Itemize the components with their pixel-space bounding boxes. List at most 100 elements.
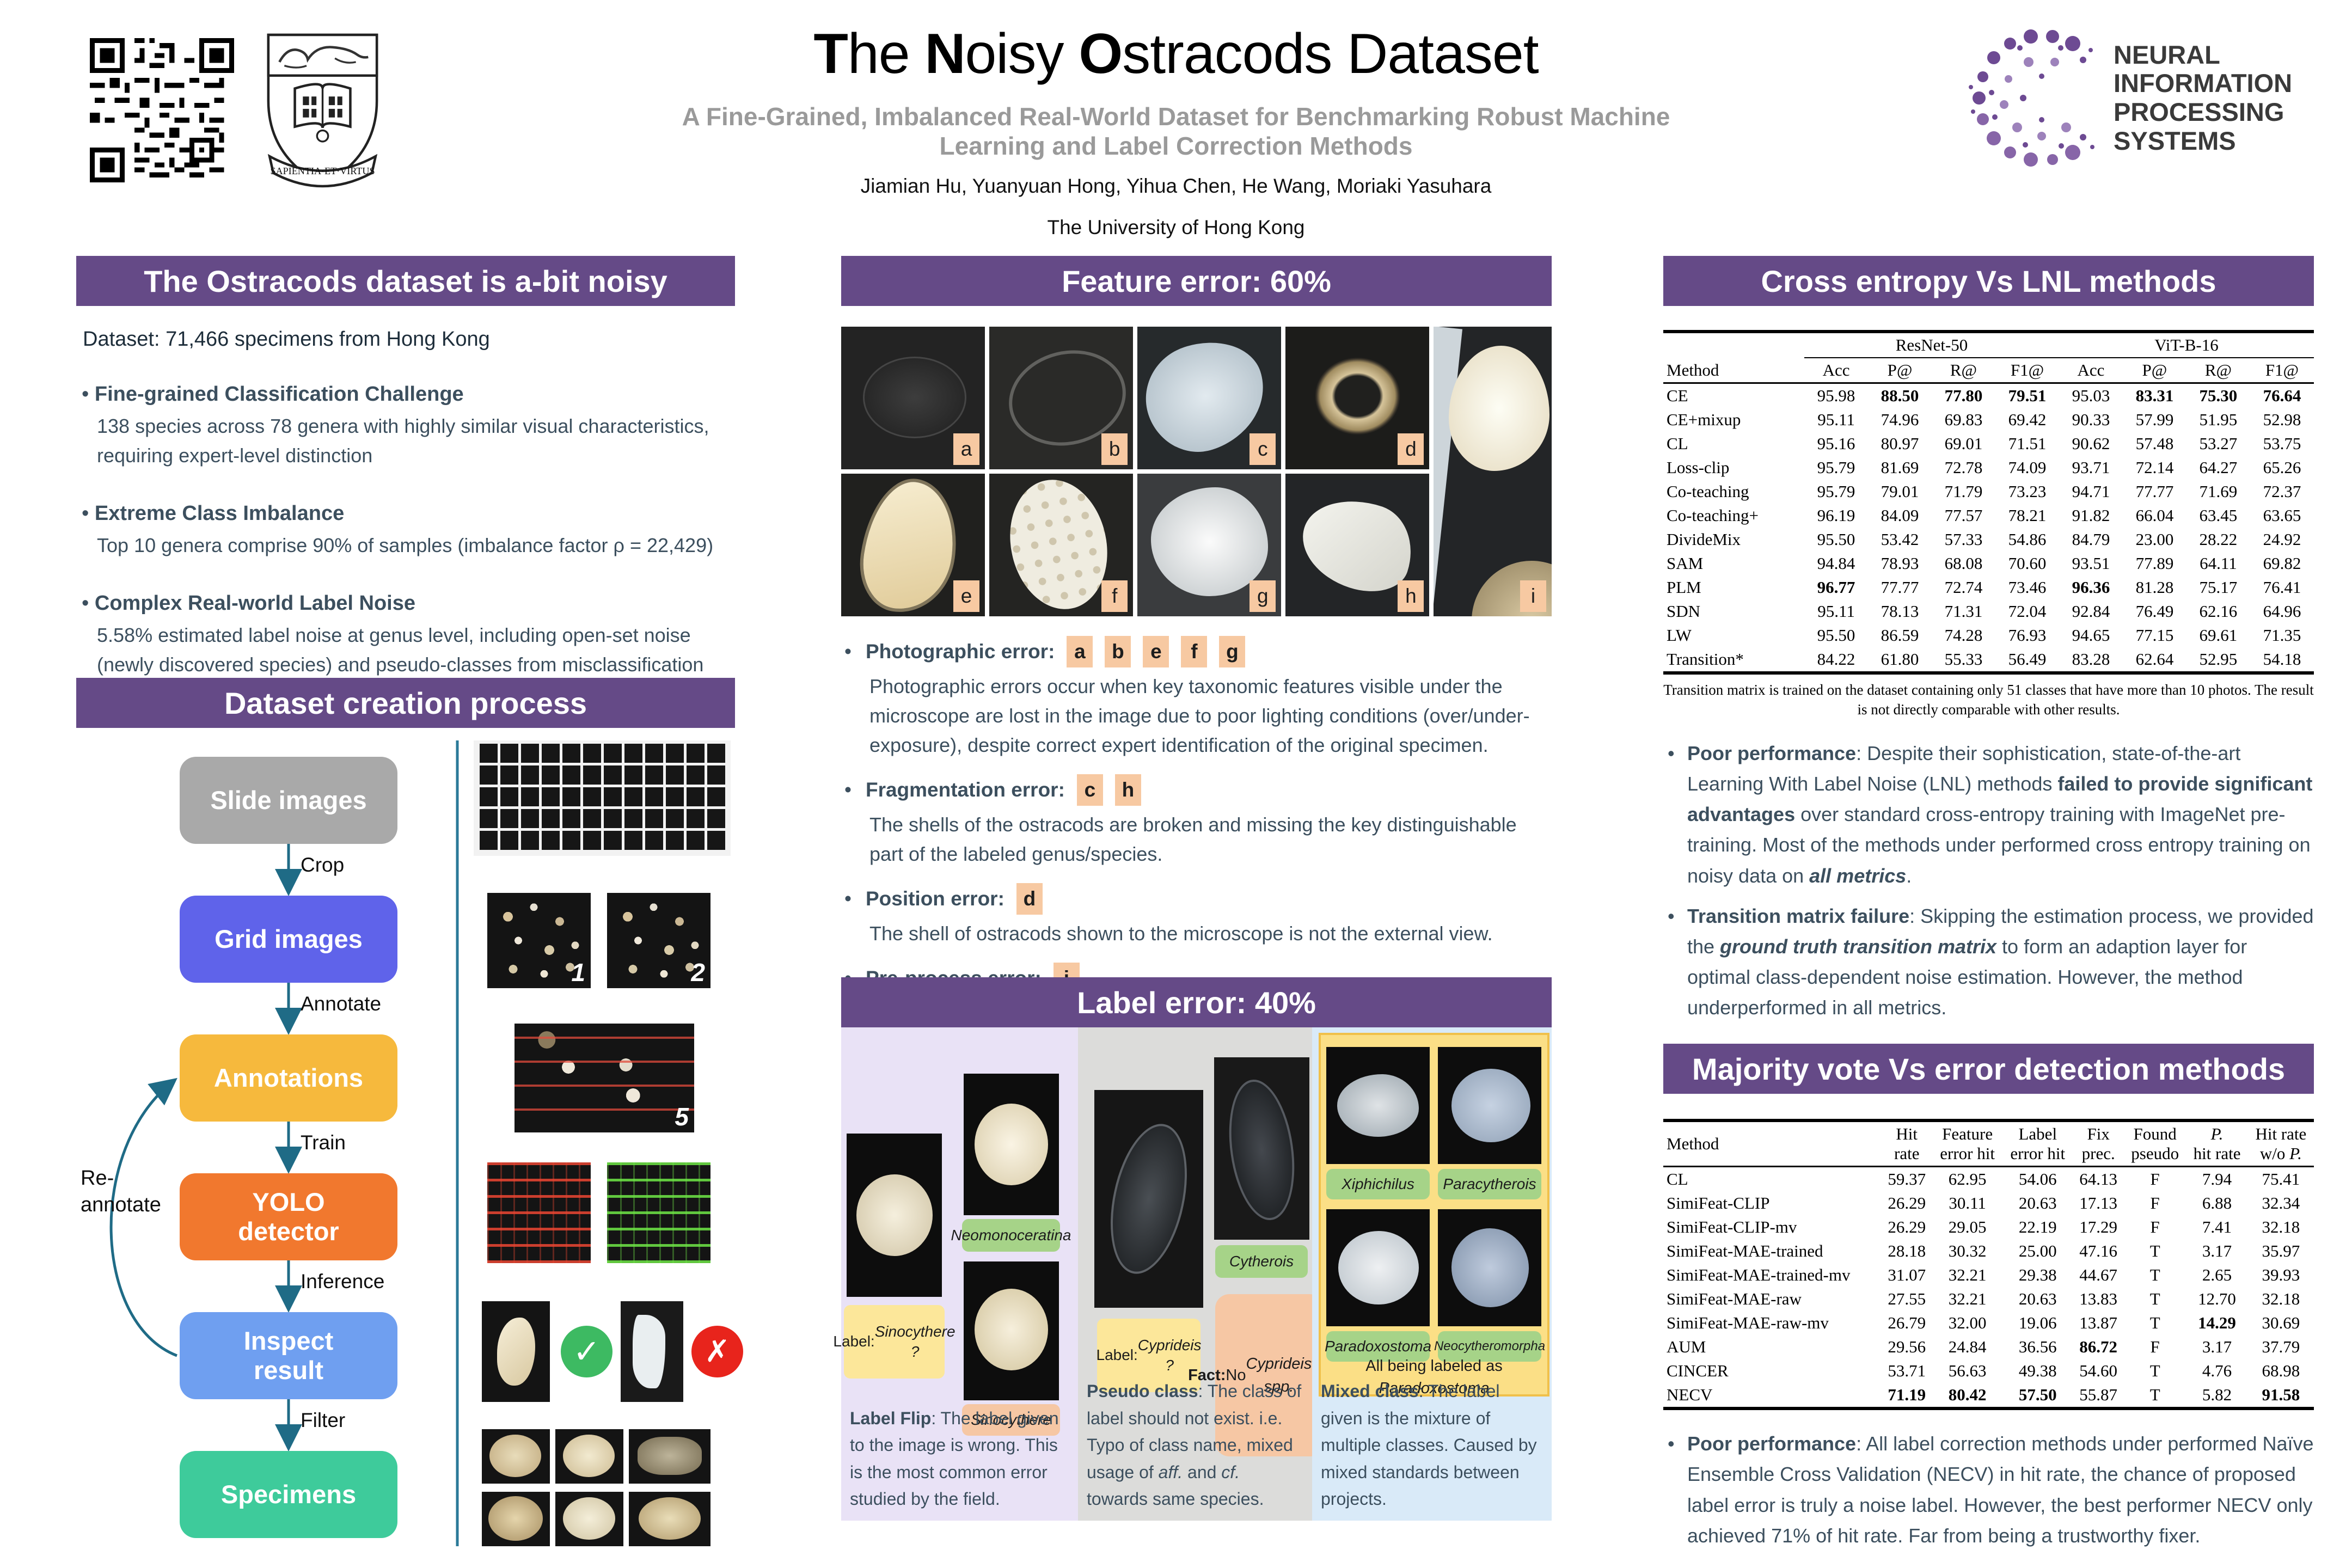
section-header-feature-error: Feature error: 60% — [841, 256, 1552, 306]
arrow-label-filter: Filter — [301, 1409, 346, 1431]
feature-photo-h: h — [1285, 474, 1430, 616]
photo-tag: i — [1520, 580, 1546, 612]
arrow-label-inference: Inference — [301, 1270, 385, 1293]
specimen-photo — [629, 1492, 710, 1546]
genus-chip: Cytherois — [1215, 1245, 1308, 1278]
error-tag: g — [1219, 636, 1246, 667]
finding-transition-failure: Transition matrix failure: Skipping the … — [1668, 901, 2314, 1024]
specimen-photo — [555, 1492, 623, 1546]
grid-image-photo-1: 1 — [487, 893, 591, 988]
panel-description: Mixed class: The label given is the mixt… — [1321, 1381, 1537, 1509]
flow-step-grid-images: Grid images — [180, 896, 397, 983]
feature-photo-c: c — [1137, 327, 1282, 469]
specimen-photo — [482, 1492, 550, 1546]
flow-step-specimens: Specimens — [180, 1451, 397, 1538]
flow-step-slide-images: Slide images — [180, 757, 397, 844]
mixed-class-group: Xiphichilus Paracytherois Paradoxostoma … — [1319, 1033, 1549, 1397]
photo-tag: h — [1398, 580, 1424, 612]
genus-chip: Paracytherois — [1438, 1169, 1541, 1199]
bullet-body: The shells of the ostracods are broken a… — [869, 813, 1517, 865]
bullet-fragmentation-error: Fragmentation error: c h The shells of t… — [841, 774, 1552, 869]
panel-pseudo-class: Label: Cyprideis ? Cytherois Fact: No Cy… — [1078, 1027, 1351, 1521]
bullet-fine-grained: Fine-grained Classification Challenge 13… — [82, 383, 735, 470]
lnl-results-table: ResNet-50 ViT-B-16 Method Acc P@ R@ F1@ Acc P@ R@… — [1663, 330, 2314, 675]
specimen-photo — [964, 1261, 1059, 1400]
label-chip: Label: Cyprideis ? — [1097, 1319, 1202, 1392]
feature-photo-g: g — [1137, 474, 1282, 616]
panel-description: Label Flip: The label given to the image… — [850, 1408, 1059, 1509]
bullet-body: 5.58% estimated label noise at genus lev… — [97, 624, 704, 676]
finding-poor-correction: Poor performance: All label correction m… — [1668, 1429, 2314, 1551]
arrow-label-reannotate: Re- annotate — [81, 1167, 161, 1217]
bullet-label-noise: Complex Real-world Label Noise 5.58% est… — [82, 592, 735, 679]
genus-chip: Xiphichilus — [1326, 1169, 1430, 1199]
hku-crest-icon: SAPIENTIA·ET·VIRTUS — [267, 33, 378, 188]
feature-photo-a: a — [841, 327, 985, 469]
specimen-photo — [482, 1429, 550, 1484]
specimen-photo — [1214, 1057, 1309, 1240]
header: The Noisy Ostracods Dataset A Fine-Grain… — [642, 22, 1710, 239]
bullet-title: Photographic error: a b e f g — [844, 636, 1552, 667]
genus-chip: Neocytheromorpha — [1434, 1331, 1545, 1362]
bullet-title: Position error: d — [844, 883, 1552, 915]
genus-chip: Sinocythere — [962, 1404, 1060, 1436]
specimen-photo — [1326, 1047, 1430, 1164]
neurips-logo-text: NEURAL INFORMATION PROCESSING SYSTEMS — [2114, 40, 2336, 156]
specimen-photo — [1438, 1209, 1541, 1326]
bullet-body: 138 species across 78 genera with highly… — [97, 415, 709, 467]
specimen-photo — [964, 1074, 1059, 1215]
panel-label-flip: Label: Sinocythere ? Neomonoceratina Sin… — [833, 1027, 1078, 1521]
feature-photo-i: i — [1434, 327, 1552, 616]
bullet-title: Extreme Class Imbalance — [82, 502, 735, 525]
yolo-detection-photo-green — [607, 1162, 710, 1263]
right-column: Cross entropy Vs LNL methods ResNet-50 Vi… — [1663, 256, 2314, 1568]
neurips-logo-icon — [1969, 29, 2094, 167]
bullet-imbalance: Extreme Class Imbalance Top 10 genera co… — [82, 502, 735, 560]
inspect-pass-photo — [482, 1301, 550, 1402]
arrow-label-annotate: Annotate — [301, 993, 382, 1015]
panel-mixed-class: Xiphichilus Paracytherois Paradoxostoma … — [1312, 1027, 1552, 1521]
page-title: The Noisy Ostracods Dataset — [813, 22, 1539, 85]
table-footnote: Transition matrix is trained on the data… — [1663, 682, 2314, 718]
label-chip: Label: Sinocythere ? — [833, 1305, 955, 1379]
specimen-photo — [1438, 1047, 1541, 1164]
check-icon: ✓ — [561, 1326, 612, 1377]
flowchart-arrows — [109, 740, 459, 1546]
crest-motto: SAPIENTIA·ET·VIRTUS — [270, 166, 375, 176]
lnl-findings: Poor performance: Despite their sophisti… — [1663, 738, 2314, 1023]
flow-step-annotations: Annotations — [180, 1034, 397, 1122]
photo-tag: f — [1101, 580, 1128, 612]
finding-feature-error: Better at feature error: Surprisingly, a… — [1668, 1561, 2314, 1568]
specimen-photo — [629, 1429, 710, 1484]
error-tag: h — [1114, 774, 1141, 806]
section-header-lnl: Cross entropy Vs LNL methods — [1663, 256, 2314, 306]
section-header-label-error: Label error: 40% — [841, 977, 1552, 1027]
bullet-body: Photographic errors occur when key taxon… — [869, 675, 1530, 756]
error-tag: f — [1181, 636, 1208, 667]
grid-number: 2 — [691, 958, 705, 987]
bullet-body: Top 10 genera comprise 90% of samples (i… — [97, 534, 714, 556]
error-tag: a — [1067, 636, 1093, 667]
photo-tag: g — [1250, 580, 1276, 612]
feature-error-image-grid: a b c d i e — [841, 327, 1552, 616]
feature-photo-d: d — [1285, 327, 1430, 469]
bullet-photographic-error: Photographic error: a b e f g Photograph… — [841, 636, 1552, 760]
bullet-title: Fragmentation error: c h — [844, 774, 1552, 806]
bullet-title: Complex Real-world Label Noise — [82, 592, 735, 615]
error-tag: e — [1143, 636, 1169, 667]
neurips-line2: PROCESSING SYSTEMS — [2114, 97, 2284, 155]
section-header-majority-vote: Majority vote Vs error detection methods — [1663, 1044, 2314, 1094]
slide-image-photo — [474, 740, 731, 856]
dataset-summary: Dataset: 71,466 specimens from Hong Kong — [83, 328, 490, 351]
feature-photo-b: b — [989, 327, 1134, 469]
photo-tag: e — [953, 580, 980, 612]
photo-tag: c — [1250, 433, 1276, 465]
neurips-line1: NEURAL INFORMATION — [2114, 40, 2293, 98]
affiliation: The University of Hong Kong — [1047, 216, 1305, 238]
dataset-creation-flowchart: Slide images Grid images Annotations YOL… — [76, 735, 743, 1552]
left-column: The Ostracods dataset is a-bit noisy Dat… — [76, 256, 743, 1546]
finding-poor-performance: Poor performance: Despite their sophisti… — [1668, 738, 2314, 891]
error-tag: b — [1105, 636, 1131, 667]
feature-photo-f: f — [989, 474, 1134, 616]
